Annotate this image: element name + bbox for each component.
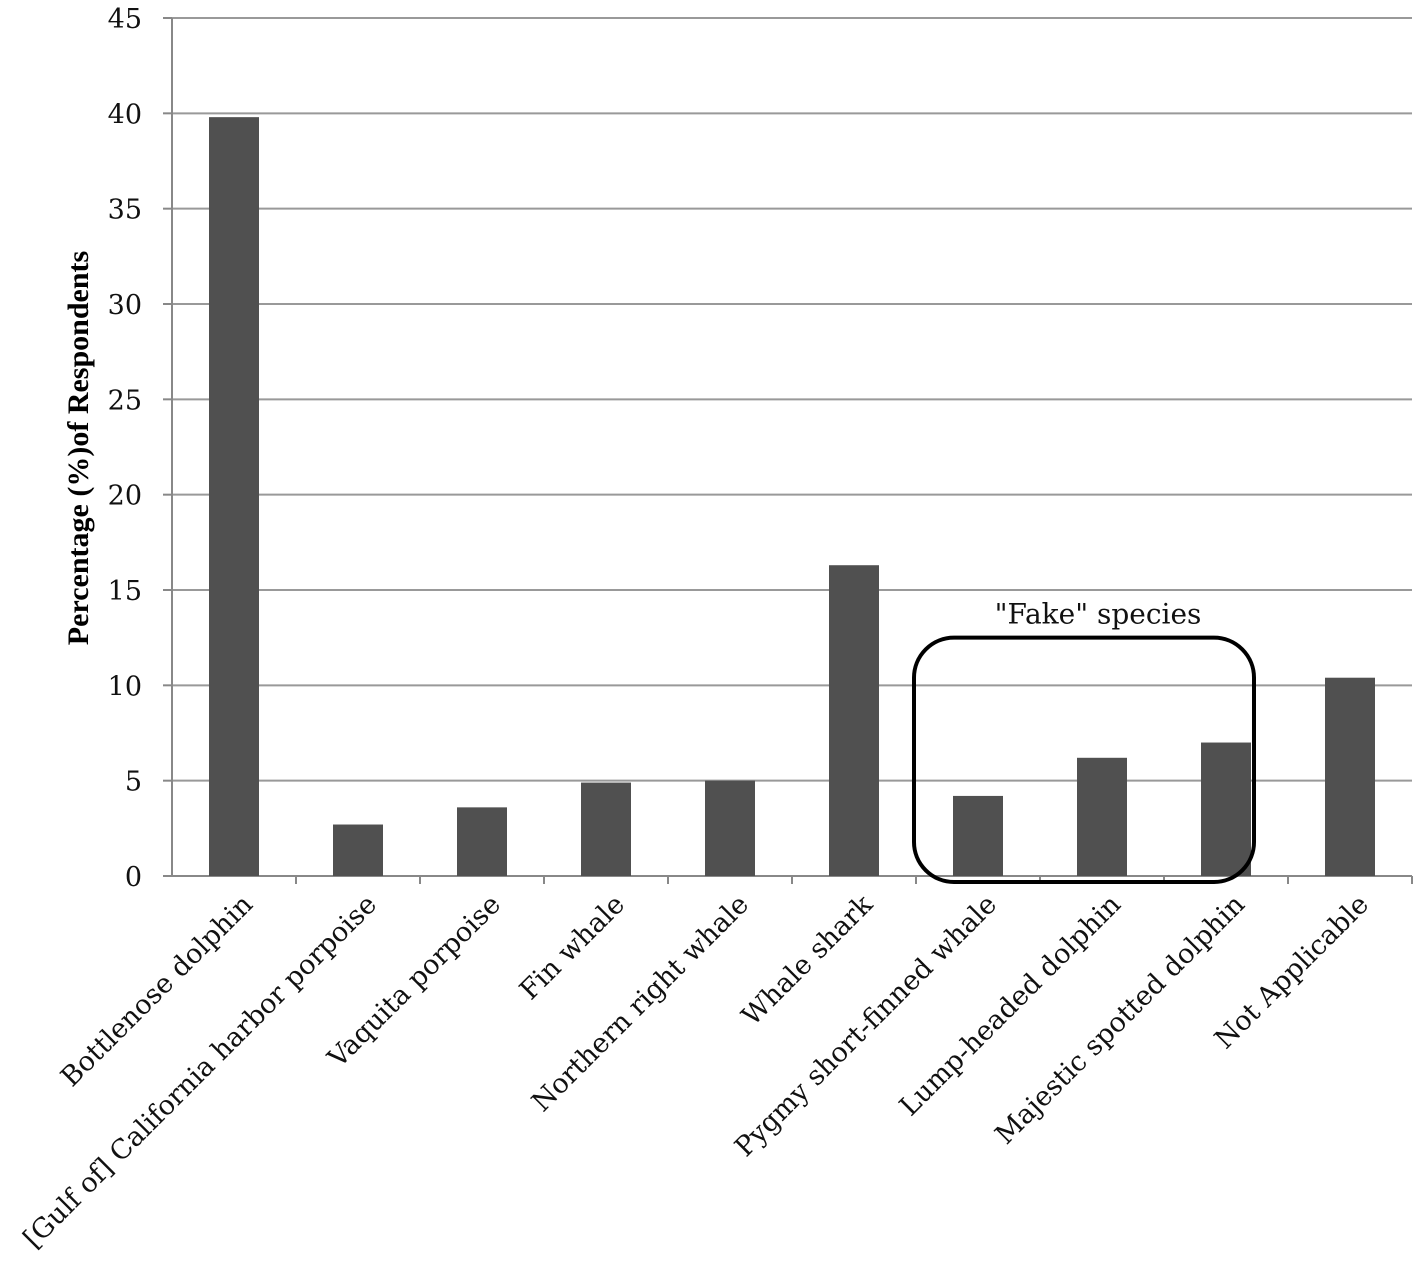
y-tick-label: 40 — [108, 99, 142, 130]
y-tick-label: 45 — [108, 4, 142, 35]
y-tick-label: 25 — [108, 385, 142, 416]
x-tick-label: Whale shark — [736, 889, 879, 1032]
fake-species-label: "Fake" species — [995, 598, 1202, 631]
grid-lines — [172, 17, 1412, 782]
bar — [1201, 742, 1251, 876]
bar — [333, 824, 383, 876]
x-tick-label: Fin whale — [514, 889, 631, 1006]
bars — [209, 117, 1375, 876]
bar — [209, 117, 259, 876]
annotation-group: "Fake" species — [912, 598, 1256, 885]
x-tick-label: Pygmy short-finned whale — [729, 889, 1003, 1163]
bar — [953, 795, 1003, 876]
y-tick-label: 20 — [108, 481, 142, 512]
y-tick-label: 35 — [108, 195, 142, 226]
y-axis-title: Percentage (%)of Respondents — [62, 251, 95, 645]
bar — [1077, 757, 1127, 876]
y-tick-label: 10 — [108, 671, 142, 702]
x-tick-labels: Bottlenose dolphin[Gulf of] California h… — [17, 889, 1374, 1255]
bar — [457, 807, 507, 876]
y-tick-label: 15 — [108, 576, 142, 607]
x-tick-label: Northern right whale — [526, 889, 755, 1118]
fake-species-box — [912, 635, 1256, 885]
bar — [829, 565, 879, 876]
y-tick-labels: 0 5 10 15 20 25 30 35 40 45 — [108, 4, 142, 893]
bar — [1325, 677, 1375, 876]
bar — [705, 780, 755, 876]
y-tick-label: 30 — [108, 290, 142, 321]
y-tick-label: 5 — [125, 767, 142, 798]
bar — [581, 782, 631, 876]
x-tick-label: Lump-headed dolphin — [894, 889, 1127, 1122]
x-tick-label: Majestic spotted dolphin — [989, 889, 1251, 1151]
y-tick-label: 0 — [125, 862, 142, 893]
